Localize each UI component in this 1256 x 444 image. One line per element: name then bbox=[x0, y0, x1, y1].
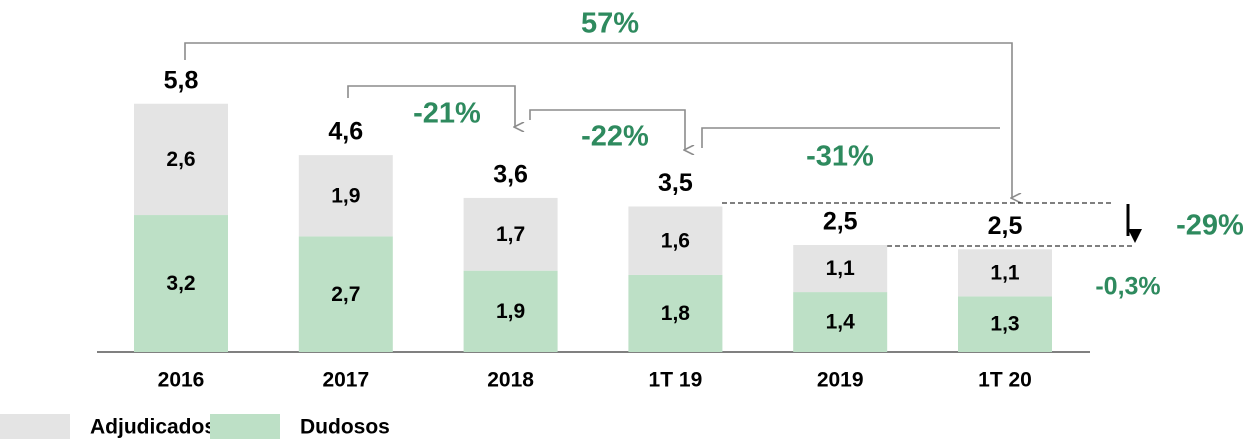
value-label: 2,6 bbox=[166, 148, 195, 171]
annotation: 57% bbox=[581, 8, 639, 40]
annotation: -29% bbox=[1176, 210, 1244, 242]
value-label: 3,2 bbox=[166, 272, 195, 295]
bar-segment bbox=[793, 292, 888, 352]
value-label: 1,6 bbox=[661, 229, 690, 252]
annotation: -22% bbox=[581, 121, 649, 153]
bar-segment bbox=[298, 155, 393, 237]
total-label: 3,6 bbox=[493, 161, 528, 189]
bar-segment bbox=[298, 236, 393, 352]
value-label: 1,8 bbox=[661, 302, 691, 325]
value-label: 1,3 bbox=[990, 313, 1019, 336]
x-tick-label: 2019 bbox=[817, 369, 864, 392]
value-label: 1,9 bbox=[331, 184, 360, 207]
total-label: 2,5 bbox=[988, 212, 1023, 240]
comparison-brackets bbox=[184, 42, 1142, 247]
bar-segment bbox=[628, 206, 723, 275]
total-label: 5,8 bbox=[164, 66, 199, 94]
x-tick-label: 2018 bbox=[487, 369, 534, 392]
total-label: 2,5 bbox=[823, 208, 858, 236]
value-label: 1,4 bbox=[826, 311, 856, 334]
bar-segment bbox=[134, 103, 228, 216]
bracket bbox=[701, 127, 1000, 148]
total-label: 3,5 bbox=[658, 169, 693, 197]
bar-segment bbox=[463, 197, 558, 271]
legend-label: Dudosos bbox=[300, 416, 390, 439]
bracket bbox=[529, 109, 685, 150]
bracket bbox=[347, 85, 515, 127]
x-tick-label: 1T 20 bbox=[978, 369, 1032, 392]
bar-segment bbox=[463, 270, 558, 352]
bar-segment bbox=[958, 296, 1052, 352]
annotation: -31% bbox=[806, 141, 874, 173]
bar-segment bbox=[793, 245, 888, 293]
bracket bbox=[184, 42, 1012, 198]
x-tick-label: 2016 bbox=[158, 369, 205, 392]
value-label: 1,1 bbox=[990, 261, 1020, 284]
total-label: 4,6 bbox=[328, 118, 363, 146]
value-label: 1,9 bbox=[496, 300, 525, 323]
bar-segment bbox=[958, 249, 1052, 297]
legend-swatch bbox=[0, 414, 70, 439]
value-label: 1,7 bbox=[496, 223, 525, 246]
value-label: 2,7 bbox=[331, 283, 360, 306]
bar-segment bbox=[628, 274, 723, 352]
legend-swatch bbox=[210, 414, 280, 439]
value-label: 1,1 bbox=[826, 257, 856, 280]
bar-segment bbox=[134, 215, 228, 352]
annotation: -21% bbox=[413, 98, 481, 130]
legend-label: Adjudicados bbox=[90, 416, 216, 439]
annotation: -0,3% bbox=[1095, 273, 1160, 301]
x-tick-label: 2017 bbox=[322, 369, 369, 392]
x-tick-label: 1T 19 bbox=[649, 369, 703, 392]
